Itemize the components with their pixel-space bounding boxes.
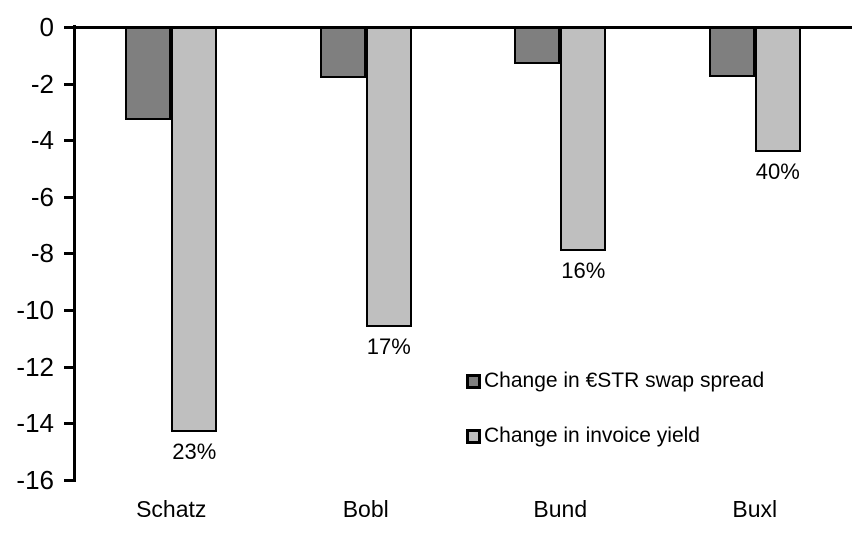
bar-bund-swap-spread xyxy=(514,27,561,64)
y-tick-mark xyxy=(64,365,73,369)
x-axis-label-bund: Bund xyxy=(533,496,588,522)
y-tick-mark xyxy=(64,26,73,29)
bar-value-label: 40% xyxy=(755,158,800,184)
x-axis-label-buxl: Buxl xyxy=(732,496,778,522)
y-tick-mark xyxy=(64,195,73,199)
y-tick-label: -14 xyxy=(16,408,54,439)
y-tick-mark xyxy=(64,309,73,312)
bar-schatz-swap-spread xyxy=(125,27,172,121)
y-tick-mark xyxy=(64,82,73,86)
y-tick-mark xyxy=(64,252,73,256)
legend-marker-invoice-yield-icon xyxy=(466,428,481,444)
y-tick-mark xyxy=(64,139,73,143)
legend-label-swap-spread: Change in €STR swap spread xyxy=(484,369,765,392)
bar-bobl-invoice-yield xyxy=(365,27,412,327)
y-tick-label: 0 xyxy=(39,12,54,42)
legend-entry-invoice-yield: Change in invoice yield xyxy=(466,423,764,449)
bar-schatz-invoice-yield xyxy=(171,27,218,432)
y-tick-mark xyxy=(64,422,73,426)
bar-buxl-swap-spread xyxy=(708,27,755,77)
bar-value-label: 23% xyxy=(172,438,217,464)
y-tick-mark xyxy=(64,478,73,482)
y-tick-label: -12 xyxy=(16,351,54,382)
y-tick-label: -8 xyxy=(30,238,54,269)
bar-buxl-invoice-yield xyxy=(754,27,801,152)
y-axis-line xyxy=(73,25,76,482)
legend-label-invoice-yield: Change in invoice yield xyxy=(484,424,700,447)
bar-bund-invoice-yield xyxy=(560,27,607,251)
y-tick-label: -2 xyxy=(30,68,54,99)
bar-bobl-swap-spread xyxy=(319,27,366,78)
y-tick-label: -10 xyxy=(16,295,54,325)
legend: Change in €STR swap spread Change in inv… xyxy=(466,368,764,478)
x-axis-label-schatz: Schatz xyxy=(136,496,207,522)
x-axis-label-bobl: Bobl xyxy=(342,496,389,522)
legend-entry-swap-spread: Change in €STR swap spread xyxy=(466,368,764,394)
y-tick-label: -4 xyxy=(30,125,54,156)
y-tick-label: -16 xyxy=(16,464,54,495)
legend-marker-swap-spread-icon xyxy=(466,373,481,389)
bar-value-label: 16% xyxy=(561,257,606,283)
bar-value-label: 17% xyxy=(366,333,411,359)
zero-baseline xyxy=(73,25,852,29)
y-tick-label: -6 xyxy=(30,181,54,212)
